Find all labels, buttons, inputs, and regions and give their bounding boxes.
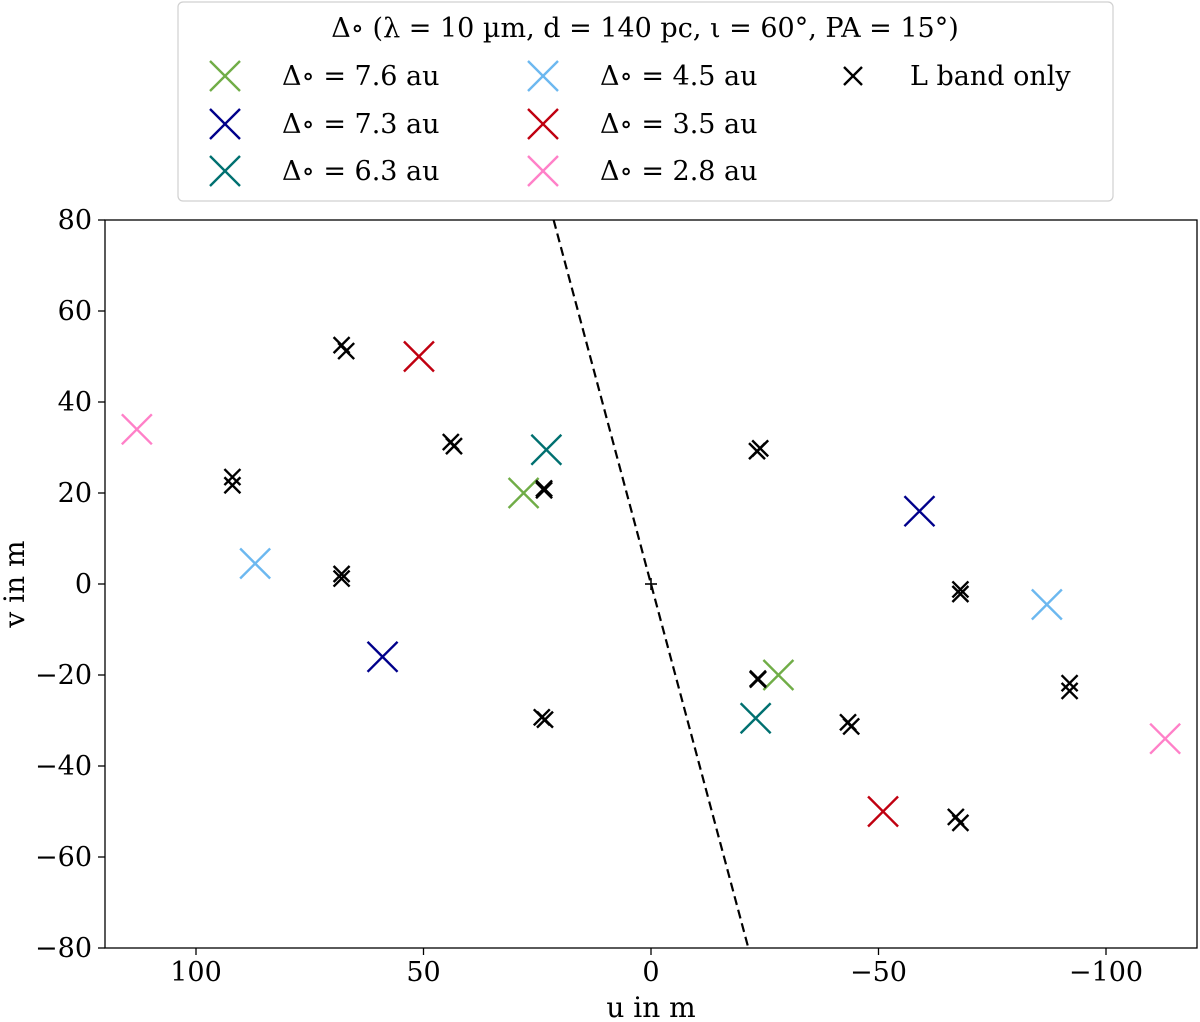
legend-label-0: Δ∘ = 7.6 au: [282, 61, 440, 92]
data-point-series-0-0: [507, 477, 540, 509]
data-point-series-2-1: [739, 702, 772, 735]
x-tick-label: −50: [850, 957, 907, 988]
legend-marker-3: [527, 60, 559, 92]
data-point-series-3-0: [239, 547, 271, 580]
legend-marker-1: [209, 108, 241, 140]
x-tick-label: 50: [406, 957, 440, 988]
data-point-series-1-0: [366, 640, 399, 673]
legend-box: [177, 1, 1114, 202]
data-point-series-6-15: [749, 670, 767, 689]
y-tick-label: −20: [35, 660, 92, 691]
data-point-series-0-1: [762, 659, 795, 691]
data-point-series-1-1: [903, 495, 936, 528]
data-point-series-2-0: [530, 433, 563, 466]
plot-area: [121, 219, 1181, 949]
x-axis-label: u in m: [606, 991, 695, 1022]
data-point-series-6-4: [535, 479, 553, 498]
data-point-series-3-1: [1031, 588, 1063, 621]
data-point-series-6-3: [445, 437, 463, 455]
y-tick-label: −80: [35, 933, 92, 964]
data-point-series-6-8: [332, 565, 351, 583]
data-point-series-6-9: [332, 569, 351, 588]
data-point-series-4-0: [403, 340, 435, 373]
data-point-series-6-5: [535, 481, 553, 500]
y-axis-label: v in m: [0, 540, 31, 628]
axes: 100 50 0 −50 −100 80 60 40 20 0 −20 −40 −60 −80 u in m…: [0, 205, 1198, 1022]
data-point-series-6-17: [842, 717, 861, 736]
data-point-series-6-18: [951, 580, 970, 599]
data-point-series-5-1: [1149, 722, 1181, 755]
legend-marker-6: [843, 66, 863, 86]
legend-marker-4: [527, 108, 559, 140]
data-point-series-6-20: [1060, 674, 1079, 693]
legend-label-5: Δ∘ = 2.8 au: [600, 156, 758, 187]
y-tick-label: 80: [58, 205, 92, 236]
data-point-series-6-23: [951, 814, 970, 832]
y-tick-label: 0: [75, 569, 92, 600]
legend-label-4: Δ∘ = 3.5 au: [600, 109, 758, 140]
y-tick-label: −40: [35, 751, 92, 782]
center-marker: [645, 578, 657, 590]
y-tick-label: 40: [58, 387, 92, 418]
data-point-series-6-19: [951, 585, 970, 603]
legend-label-1: Δ∘ = 7.3 au: [282, 109, 440, 140]
legend-marker-2: [209, 155, 241, 187]
data-point-series-5-0: [121, 413, 153, 446]
y-tick-label: −60: [35, 842, 92, 873]
data-point-series-6-6: [223, 468, 242, 486]
data-point-series-6-7: [223, 476, 242, 495]
legend-title: Δ∘ (λ = 10 µm, d = 140 pc, ι = 60°, PA =…: [331, 13, 959, 44]
legend-marker-0: [209, 60, 241, 92]
x-tick-label: 100: [170, 957, 222, 988]
y-tick-label: 20: [58, 478, 92, 509]
data-point-series-4-1: [867, 795, 899, 828]
legend-label-6: L band only: [910, 61, 1071, 92]
data-point-series-6-1: [337, 342, 355, 360]
data-point-series-6-21: [1060, 682, 1079, 700]
data-point-series-6-11: [536, 710, 554, 729]
y-tick-label: 60: [58, 296, 92, 327]
x-tick-label: −100: [1069, 957, 1143, 988]
legend-label-3: Δ∘ = 4.5 au: [600, 61, 758, 92]
legend-label-2: Δ∘ = 6.3 au: [282, 156, 440, 187]
legend: Δ∘ (λ = 10 µm, d = 140 pc, ι = 60°, PA =…: [177, 1, 1114, 202]
x-tick-label: 0: [642, 957, 659, 988]
data-point-series-6-13: [748, 442, 766, 460]
legend-marker-5: [527, 155, 559, 187]
